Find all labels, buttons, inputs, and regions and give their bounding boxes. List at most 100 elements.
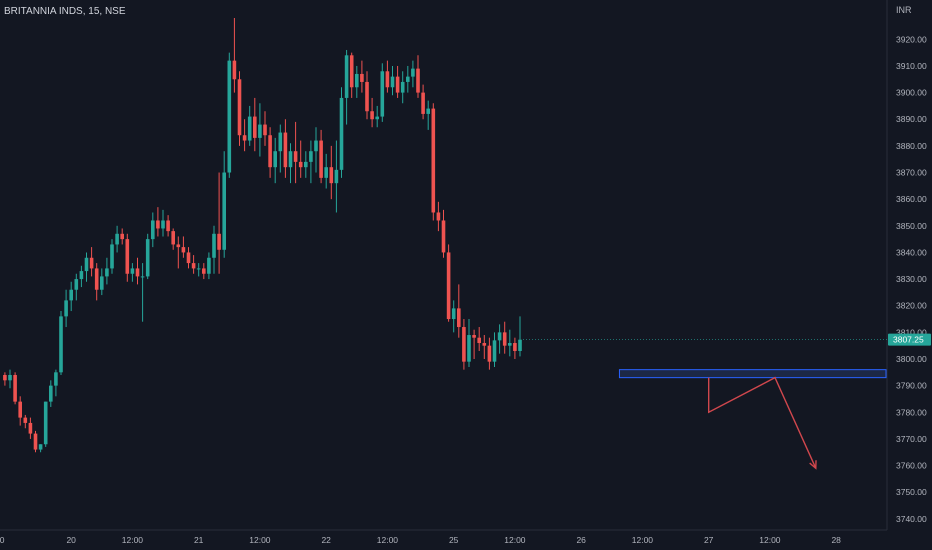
price-axis[interactable]: 3740.00 3750.00 3760.00 3770.00 3780.00 3790.… — [886, 0, 927, 530]
candle-body — [309, 151, 313, 162]
price-tick-label: 3890.00 — [896, 114, 927, 124]
last-price-tag-bg — [888, 333, 931, 346]
price-tick-label: 3900.00 — [896, 88, 927, 98]
candle-body — [487, 345, 492, 362]
time-tick-label: 12:00 — [504, 535, 526, 545]
candle-body — [13, 374, 17, 402]
candle-body — [18, 401, 22, 418]
candle-body — [115, 233, 119, 245]
candle-body — [191, 263, 196, 269]
candle-body — [477, 337, 481, 344]
candle-body — [135, 268, 140, 277]
candle-body — [120, 233, 124, 240]
price-tick-label: 3850.00 — [896, 221, 927, 231]
candle-body — [247, 116, 252, 141]
projection-path[interactable] — [708, 376, 817, 470]
time-tick-label: 12:00 — [632, 535, 654, 545]
candle-body — [69, 289, 73, 301]
candle-body — [451, 308, 456, 320]
candle-body — [110, 244, 114, 269]
candle-body — [497, 332, 502, 341]
candle-body — [176, 244, 181, 248]
candle-body — [395, 76, 400, 93]
candle-body — [227, 60, 232, 173]
projection-arrowhead — [809, 460, 817, 470]
candle-body — [156, 220, 160, 229]
last-price-tag-text: 3807.25 — [893, 335, 924, 345]
price-tick-label: 3810.00 — [896, 327, 927, 337]
candle-body — [344, 55, 349, 98]
candle-body — [151, 220, 155, 240]
currency-label: INR — [896, 5, 912, 15]
price-tick-label: 3780.00 — [896, 407, 927, 417]
candle-body — [273, 151, 277, 168]
time-tick-label: 12:00 — [249, 535, 271, 545]
candle-body — [339, 97, 344, 170]
candle-body — [100, 276, 104, 290]
time-tick-label: 22 — [321, 535, 331, 545]
candle-body — [212, 233, 216, 258]
candle-body — [360, 73, 364, 82]
time-tick-label: 20 — [66, 535, 76, 545]
candle-body — [3, 374, 7, 381]
candle-body — [349, 55, 354, 88]
candle-body — [502, 332, 507, 346]
candle-body — [263, 124, 267, 136]
candle-body — [278, 132, 283, 152]
candle-body — [390, 76, 395, 88]
candle-body — [125, 239, 130, 274]
candle-body — [416, 68, 420, 93]
candle-body — [298, 161, 303, 168]
chart-title: BRITANNIA INDS, 15, NSE — [4, 6, 126, 17]
candle-body — [140, 276, 145, 278]
candle-body — [518, 339, 522, 352]
candle-body — [355, 73, 359, 88]
candle-body — [181, 247, 186, 253]
candle-body — [49, 385, 53, 402]
candle-body — [380, 71, 385, 117]
candle-body — [196, 268, 201, 270]
time-axis[interactable]: 00 20 12:00 21 12:00 22 12:00 25 12:00 26 12:00 27 1… — [0, 529, 887, 545]
candle-body — [253, 116, 257, 138]
candle-body — [406, 76, 410, 82]
price-tick-label: 3830.00 — [896, 274, 927, 284]
candle-body — [54, 372, 58, 386]
supply-zone-rect — [618, 369, 887, 379]
candle-body — [43, 401, 48, 445]
time-tick-label: 28 — [831, 535, 841, 545]
projection-line — [708, 376, 817, 469]
candle-body — [105, 268, 109, 277]
candle-body — [145, 239, 150, 277]
candle-body — [171, 231, 175, 245]
candle-body — [446, 252, 451, 320]
candle-body — [441, 220, 446, 253]
candle-body — [319, 140, 323, 178]
candle-body — [33, 433, 38, 450]
candle-body — [79, 271, 84, 280]
price-tick-label: 3820.00 — [896, 301, 927, 311]
candle-body — [237, 79, 242, 136]
time-tick-label: 27 — [704, 535, 714, 545]
candle-body — [329, 167, 334, 184]
candle-body — [161, 220, 165, 229]
candle-body — [89, 257, 94, 269]
time-tick-label: 00 — [0, 535, 5, 545]
candle-body — [370, 111, 374, 120]
candle-body — [482, 343, 487, 346]
candle-body — [436, 212, 441, 221]
candle-body — [23, 417, 28, 423]
supply-zone[interactable] — [618, 369, 887, 379]
candle-body — [426, 108, 430, 114]
candle-body — [242, 135, 247, 141]
price-tick-label: 3750.00 — [896, 487, 927, 497]
candle-body — [293, 151, 298, 162]
time-tick-label: 25 — [449, 535, 459, 545]
candle-body — [304, 161, 308, 168]
price-tick-label: 3740.00 — [896, 514, 927, 524]
candle-body — [400, 81, 405, 93]
candle-body — [431, 108, 436, 213]
candle-body — [492, 340, 497, 362]
candle-body — [513, 343, 517, 352]
candle-body — [324, 167, 328, 178]
